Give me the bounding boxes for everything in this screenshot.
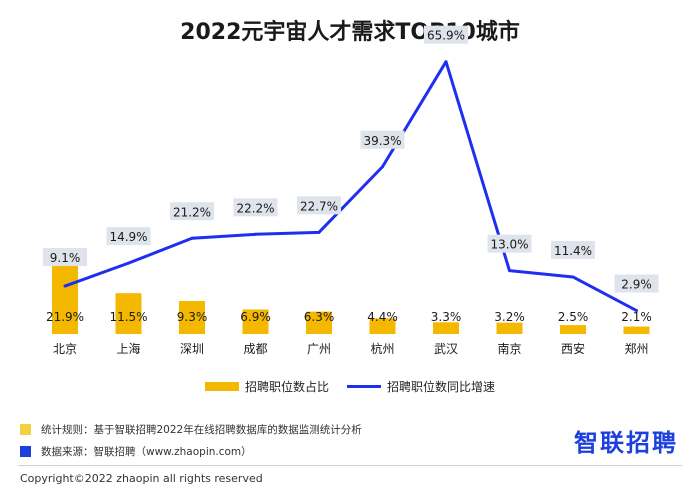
line-point-2: [190, 236, 194, 240]
line-point-1: [127, 261, 130, 265]
line-label-box-9: [614, 274, 659, 293]
bar-0: [52, 256, 78, 334]
x-tick-label-0: 北京: [53, 342, 77, 356]
note-source-text: 数据来源：智联招聘（www.zhaopin.com）: [41, 445, 252, 458]
line-point-7: [508, 269, 511, 273]
footnotes: 统计规则：基于智联招聘2022年在线招聘数据库的数据监测统计分析 数据来源：智联…: [20, 418, 362, 462]
line-label-box-7: [487, 234, 532, 253]
line-point-4: [317, 230, 321, 234]
line-label-0: 9.1%: [50, 251, 81, 265]
line-label-8: 11.4%: [554, 244, 592, 258]
line-label-box-0: [43, 248, 87, 267]
bar-label-9: 2.1%: [621, 310, 652, 324]
line-label-box-5: [360, 130, 405, 149]
bar-7: [496, 322, 523, 334]
legend-swatch-bar: [204, 382, 239, 391]
line-point-9: [635, 309, 638, 313]
line-label-box-4: [297, 196, 341, 215]
bar-label-0: 21.9%: [46, 310, 84, 324]
bar-label-5: 4.4%: [367, 310, 398, 324]
x-tick-label-4: 广州: [307, 342, 331, 356]
bar-9: [623, 326, 650, 334]
footer-divider: [18, 465, 682, 466]
line-label-6: 65.9%: [427, 29, 465, 43]
legend-item-line: 招聘职位数同比增速: [347, 378, 495, 395]
x-tick-label-6: 武汉: [434, 342, 458, 356]
note-rule: 统计规则：基于智联招聘2022年在线招聘数据库的数据监测统计分析: [20, 418, 362, 440]
note-rule-text: 统计规则：基于智联招聘2022年在线招聘数据库的数据监测统计分析: [41, 423, 362, 436]
bar-3: [242, 309, 269, 334]
line-label-box-8: [551, 240, 595, 259]
legend-label-line: 招聘职位数同比增速: [387, 380, 496, 394]
line-label-7: 13.0%: [490, 238, 528, 252]
x-tick-label-3: 成都: [243, 342, 267, 356]
legend-item-bar: 招聘职位数占比: [204, 378, 329, 395]
zhaopin-logo: 智联招聘: [574, 429, 678, 457]
x-tick-label-7: 南京: [497, 341, 521, 356]
line-label-4: 22.7%: [300, 199, 338, 213]
bar-8: [560, 325, 586, 334]
note-source: 数据来源：智联招聘（www.zhaopin.com）: [20, 440, 362, 462]
line-label-5: 39.3%: [363, 134, 401, 148]
legend-label-bar: 招聘职位数占比: [244, 380, 329, 394]
line-point-3: [254, 232, 257, 236]
bar-label-6: 3.3%: [431, 310, 462, 324]
note-source-marker: [20, 445, 31, 457]
line-point-0: [63, 284, 67, 288]
copyright-text: Copyright©2022 zhaopin all rights reserv…: [20, 472, 263, 485]
chart-legend: 招聘职位数占比 招聘职位数同比增速: [0, 378, 700, 395]
x-tick-label-9: 郑州: [624, 341, 648, 356]
x-tick-label-8: 西安: [561, 341, 585, 356]
bar-label-7: 3.2%: [494, 310, 525, 324]
bar-label-1: 11.5%: [109, 310, 147, 324]
line-label-2: 21.2%: [173, 205, 211, 219]
x-tick-label-2: 深圳: [180, 342, 204, 356]
bar-5: [369, 318, 396, 334]
line-label-box-1: [106, 227, 151, 246]
line-point-5: [381, 165, 384, 169]
x-tick-label-1: 上海: [116, 341, 140, 356]
chart-plot: 21.9% 11.5% 9.3% 6.9% 6.3% 4.4% 3.3% 3.2% 2.5% 2.…: [43, 25, 659, 356]
line-series: [64, 60, 638, 312]
bar-label-2: 9.3%: [177, 310, 208, 324]
bar-label-4: 6.3%: [304, 310, 335, 324]
line-point-6: [444, 60, 448, 64]
line-point-8: [571, 275, 575, 279]
line-label-box-6: [424, 25, 468, 44]
line-label-3: 22.2%: [236, 201, 274, 215]
bar-4: [306, 311, 332, 334]
x-tick-label-5: 杭州: [370, 341, 394, 356]
line-label-1: 14.9%: [109, 230, 147, 244]
note-rule-marker: [20, 423, 31, 435]
line-label-9: 2.9%: [621, 278, 652, 292]
legend-swatch-line: [347, 385, 381, 388]
bar-6: [433, 322, 459, 334]
line-label-box-2: [170, 202, 214, 221]
bar-1: [115, 293, 142, 334]
bar-label-3: 6.9%: [240, 310, 271, 324]
bar-2: [179, 300, 205, 334]
line-label-box-3: [233, 198, 278, 217]
bar-label-8: 2.5%: [558, 310, 589, 324]
